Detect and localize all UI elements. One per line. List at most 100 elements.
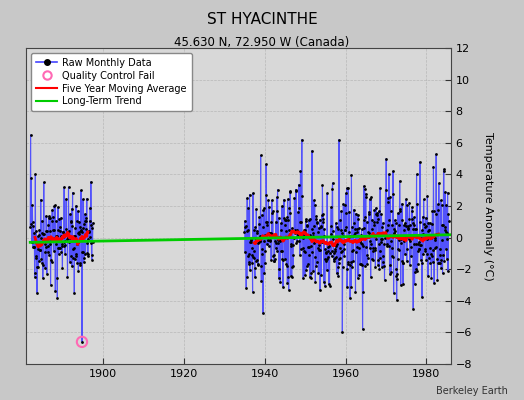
Point bbox=[305, 216, 314, 222]
Point bbox=[261, 248, 269, 254]
Point bbox=[80, 254, 89, 261]
Point bbox=[370, 245, 379, 252]
Point bbox=[275, 266, 283, 272]
Point bbox=[344, 259, 352, 265]
Point bbox=[261, 232, 269, 238]
Point bbox=[79, 249, 87, 256]
Point bbox=[251, 274, 259, 280]
Point bbox=[395, 222, 403, 228]
Point bbox=[331, 243, 340, 250]
Point bbox=[339, 264, 347, 270]
Point bbox=[385, 217, 394, 223]
Point bbox=[72, 250, 81, 257]
Point bbox=[353, 225, 362, 232]
Y-axis label: Temperature Anomaly (°C): Temperature Anomaly (°C) bbox=[483, 132, 493, 280]
Point bbox=[70, 245, 78, 251]
Point bbox=[380, 235, 389, 242]
Point bbox=[303, 222, 311, 228]
Point bbox=[402, 258, 411, 264]
Point bbox=[316, 287, 324, 293]
Point bbox=[334, 273, 343, 280]
Point bbox=[384, 199, 392, 206]
Point bbox=[246, 267, 254, 273]
Point bbox=[32, 264, 41, 270]
Point bbox=[72, 202, 80, 209]
Point bbox=[369, 244, 377, 251]
Point bbox=[354, 212, 362, 218]
Point bbox=[425, 226, 433, 233]
Point bbox=[262, 192, 270, 199]
Point bbox=[49, 227, 58, 233]
Text: ST HYACINTHE: ST HYACINTHE bbox=[206, 12, 318, 27]
Point bbox=[242, 223, 250, 229]
Point bbox=[78, 248, 86, 255]
Point bbox=[367, 241, 375, 248]
Point bbox=[340, 253, 348, 259]
Point bbox=[407, 253, 415, 260]
Point bbox=[382, 156, 390, 162]
Point bbox=[409, 241, 418, 247]
Point bbox=[403, 224, 412, 231]
Point bbox=[401, 222, 410, 229]
Point bbox=[304, 243, 312, 250]
Point bbox=[362, 244, 370, 251]
Point bbox=[285, 205, 293, 212]
Point bbox=[410, 214, 418, 220]
Point bbox=[372, 204, 380, 211]
Point bbox=[55, 245, 63, 251]
Point bbox=[82, 218, 91, 224]
Point bbox=[381, 187, 390, 193]
Point bbox=[62, 226, 70, 232]
Point bbox=[342, 209, 351, 216]
Point bbox=[322, 250, 330, 256]
Point bbox=[27, 221, 35, 228]
Point bbox=[305, 274, 314, 280]
Point bbox=[433, 256, 441, 262]
Point bbox=[264, 237, 272, 244]
Point bbox=[326, 231, 335, 237]
Point bbox=[317, 271, 325, 278]
Point bbox=[333, 224, 341, 231]
Text: 45.630 N, 72.950 W (Canada): 45.630 N, 72.950 W (Canada) bbox=[174, 36, 350, 49]
Point bbox=[74, 208, 82, 214]
Point bbox=[384, 222, 392, 228]
Point bbox=[358, 241, 366, 248]
Point bbox=[32, 228, 40, 234]
Point bbox=[277, 248, 285, 254]
Point bbox=[364, 234, 372, 240]
Point bbox=[319, 211, 328, 217]
Point bbox=[279, 283, 287, 290]
Point bbox=[364, 228, 373, 235]
Point bbox=[307, 242, 315, 249]
Point bbox=[316, 223, 325, 229]
Point bbox=[275, 275, 283, 282]
Point bbox=[417, 257, 425, 263]
Point bbox=[69, 255, 77, 261]
Point bbox=[82, 226, 90, 232]
Point bbox=[45, 215, 53, 222]
Point bbox=[325, 282, 334, 289]
Point bbox=[320, 279, 328, 286]
Point bbox=[421, 246, 429, 252]
Point bbox=[243, 195, 252, 201]
Point bbox=[31, 255, 40, 262]
Point bbox=[47, 257, 56, 264]
Point bbox=[349, 258, 357, 265]
Point bbox=[435, 246, 444, 252]
Point bbox=[257, 263, 265, 269]
Point bbox=[43, 242, 52, 249]
Point bbox=[244, 261, 253, 267]
Point bbox=[286, 188, 294, 195]
Point bbox=[273, 248, 281, 254]
Point bbox=[290, 235, 298, 242]
Point bbox=[400, 238, 408, 244]
Point bbox=[314, 270, 323, 276]
Point bbox=[441, 224, 449, 231]
Point bbox=[258, 246, 266, 252]
Point bbox=[421, 248, 430, 254]
Point bbox=[269, 208, 277, 214]
Point bbox=[350, 232, 358, 238]
Point bbox=[311, 254, 319, 260]
Point bbox=[291, 229, 299, 235]
Point bbox=[401, 220, 409, 226]
